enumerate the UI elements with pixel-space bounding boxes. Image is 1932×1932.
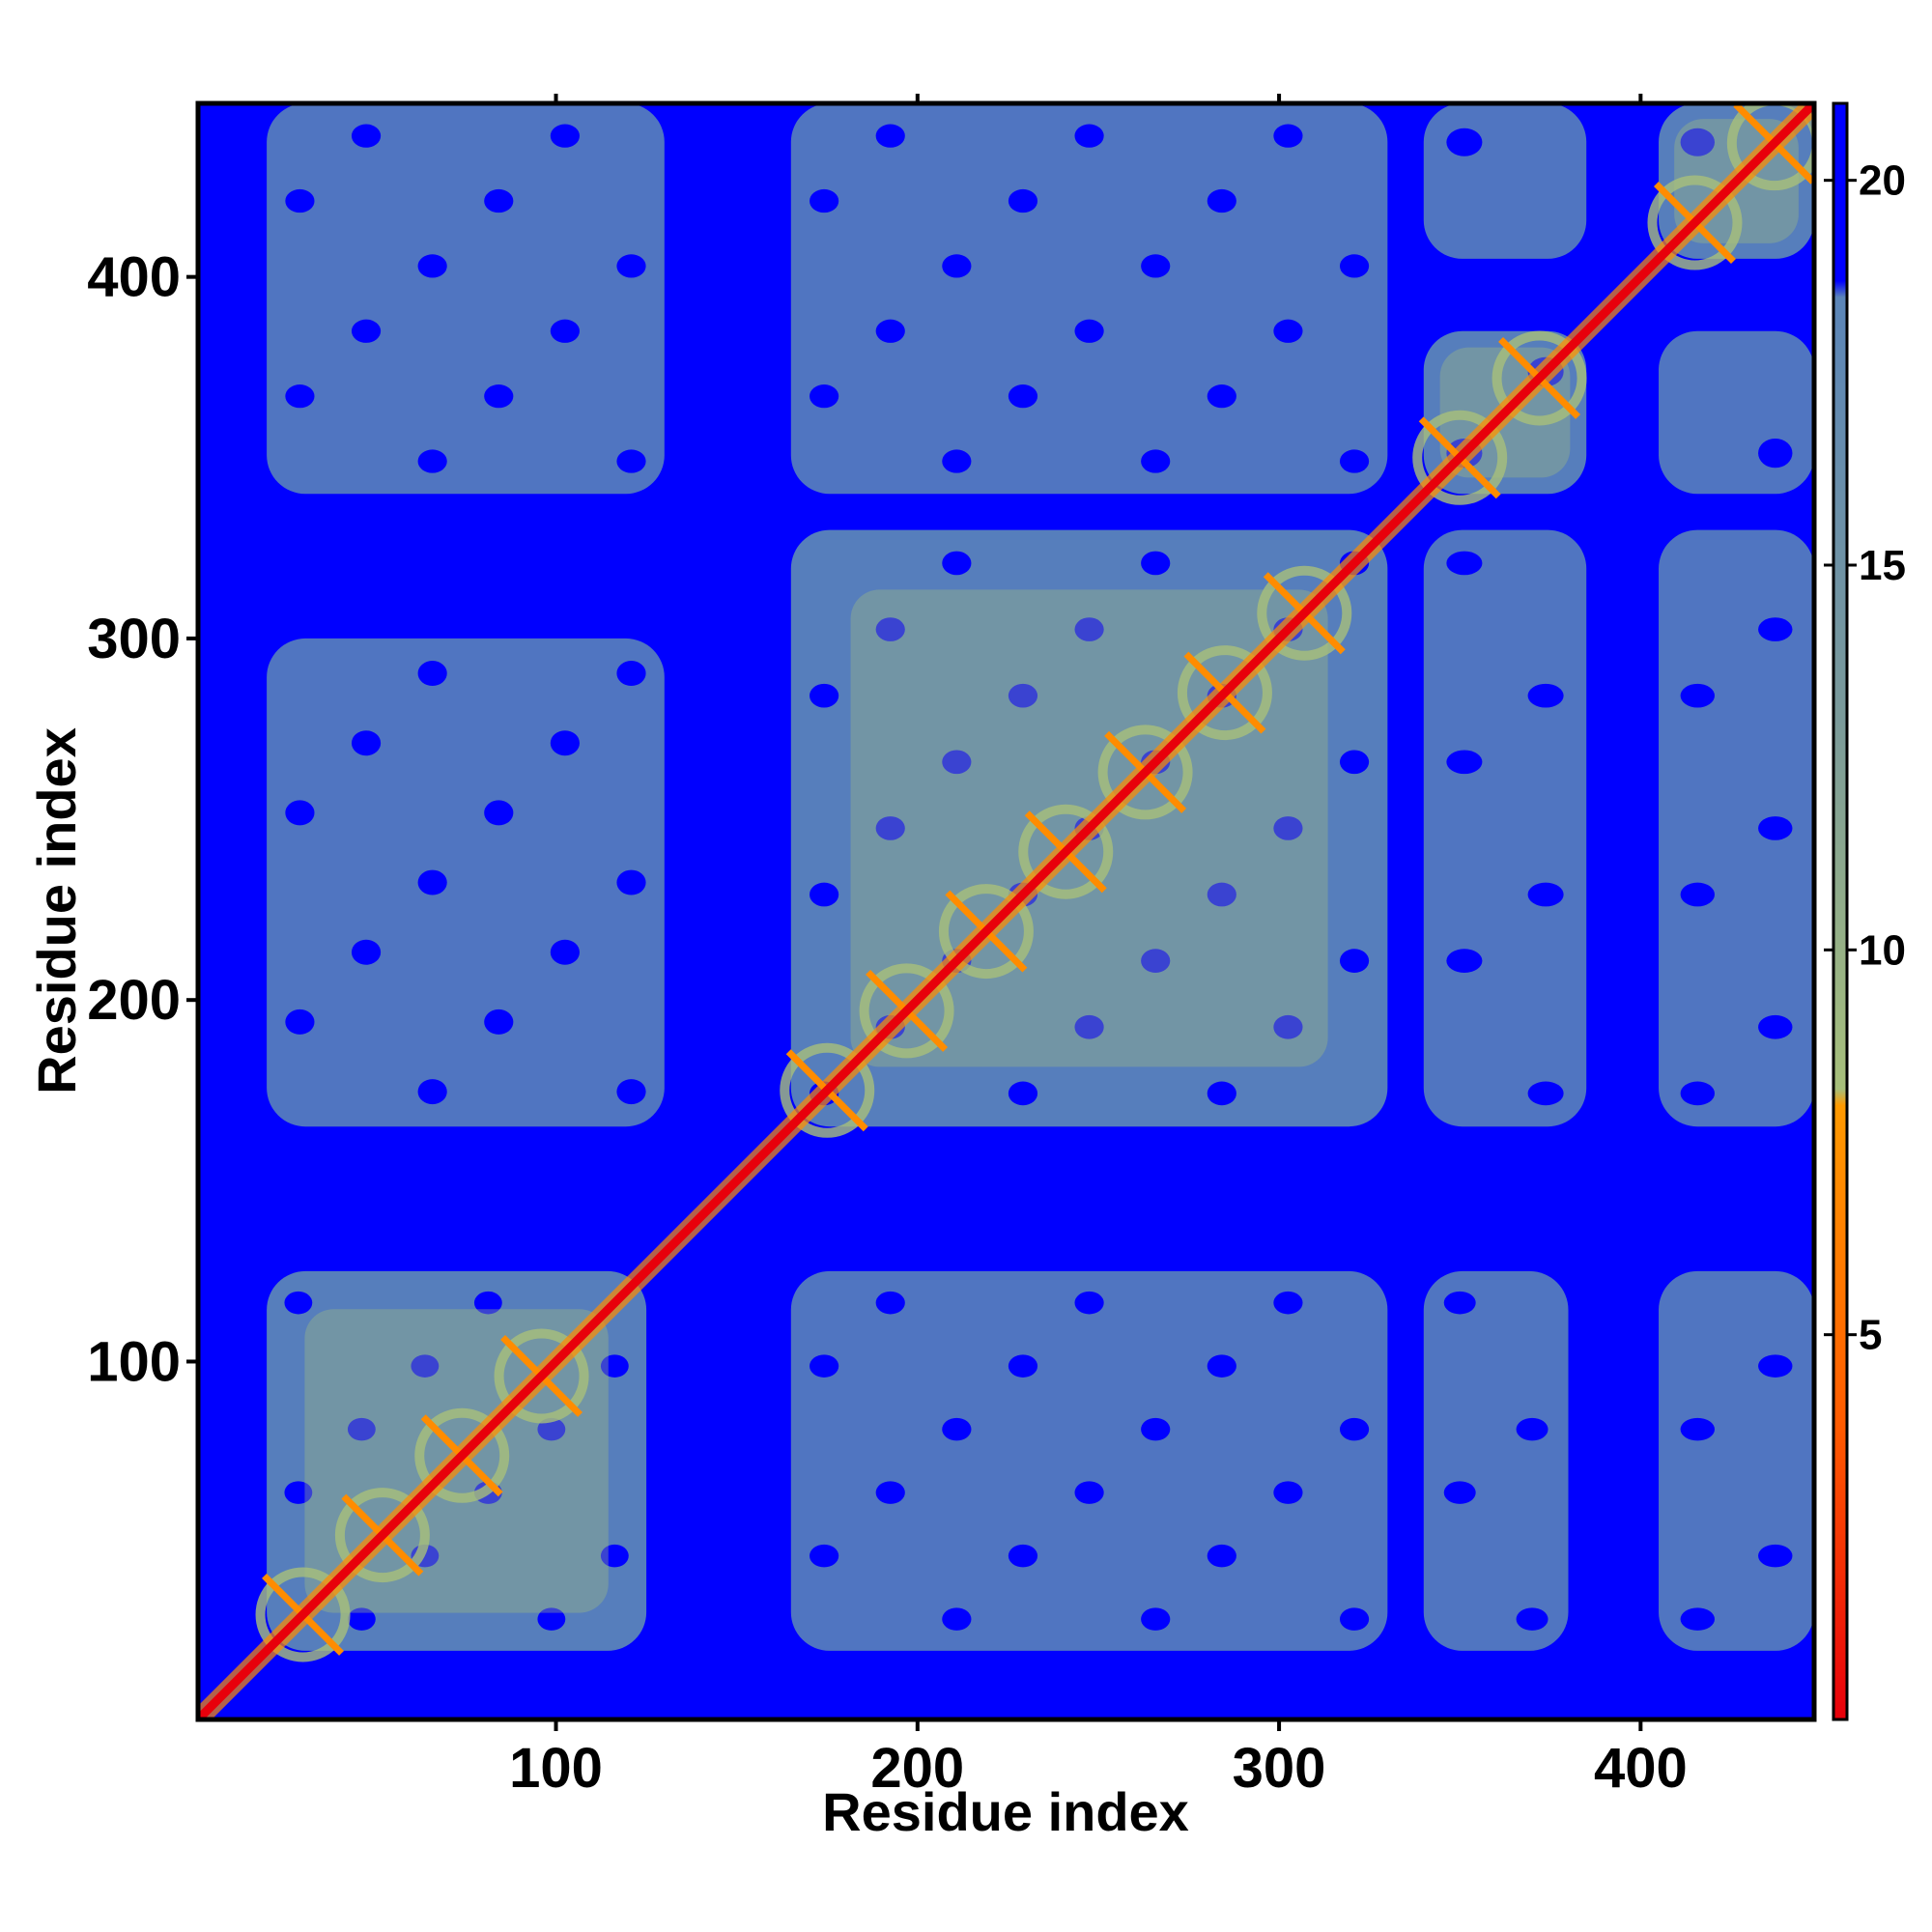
y-axis-title: Residue index — [26, 727, 87, 1094]
y-axis: 100 200 300 400 — [87, 246, 198, 1393]
x-tick-label: 400 — [1594, 1737, 1688, 1800]
contact-block — [1423, 103, 1587, 259]
contact-block — [267, 638, 665, 1127]
contact-block — [1659, 529, 1814, 1127]
y-tick-label: 200 — [87, 969, 181, 1032]
x-tick-label: 200 — [870, 1737, 964, 1800]
colorbar-ticks: 5 10 15 20 — [1824, 157, 1906, 1359]
heatmap-cells — [198, 103, 1814, 1719]
heatmap-panel — [195, 100, 1817, 1722]
diagonal-line — [198, 103, 1814, 1719]
x-axis-title: Residue index — [822, 1781, 1189, 1842]
y-tick-label: 300 — [87, 608, 181, 670]
colorbar-tick-label: 20 — [1859, 157, 1906, 205]
colorbar-gradient — [1832, 101, 1849, 1721]
contact-block — [1659, 330, 1814, 495]
y-tick-label: 400 — [87, 246, 181, 309]
x-tick-label: 100 — [509, 1737, 603, 1800]
colorbar: 5 10 15 20 — [1824, 101, 1906, 1721]
contact-block — [790, 103, 1388, 495]
contact-block — [267, 103, 665, 495]
x-tick-label: 300 — [1233, 1737, 1326, 1800]
contact-block — [1423, 529, 1587, 1127]
colorbar-tick-label: 15 — [1859, 542, 1906, 589]
x-axis: 100 200 300 400 — [509, 94, 1688, 1800]
colorbar-tick-label: 10 — [1859, 926, 1906, 974]
contact-block — [1423, 1270, 1569, 1651]
y-tick-label: 100 — [87, 1330, 181, 1393]
plot-frame — [195, 100, 1817, 1722]
colorbar-tick-label: 5 — [1859, 1312, 1882, 1359]
contact-block — [1659, 1270, 1814, 1651]
contact-block — [790, 1270, 1388, 1651]
